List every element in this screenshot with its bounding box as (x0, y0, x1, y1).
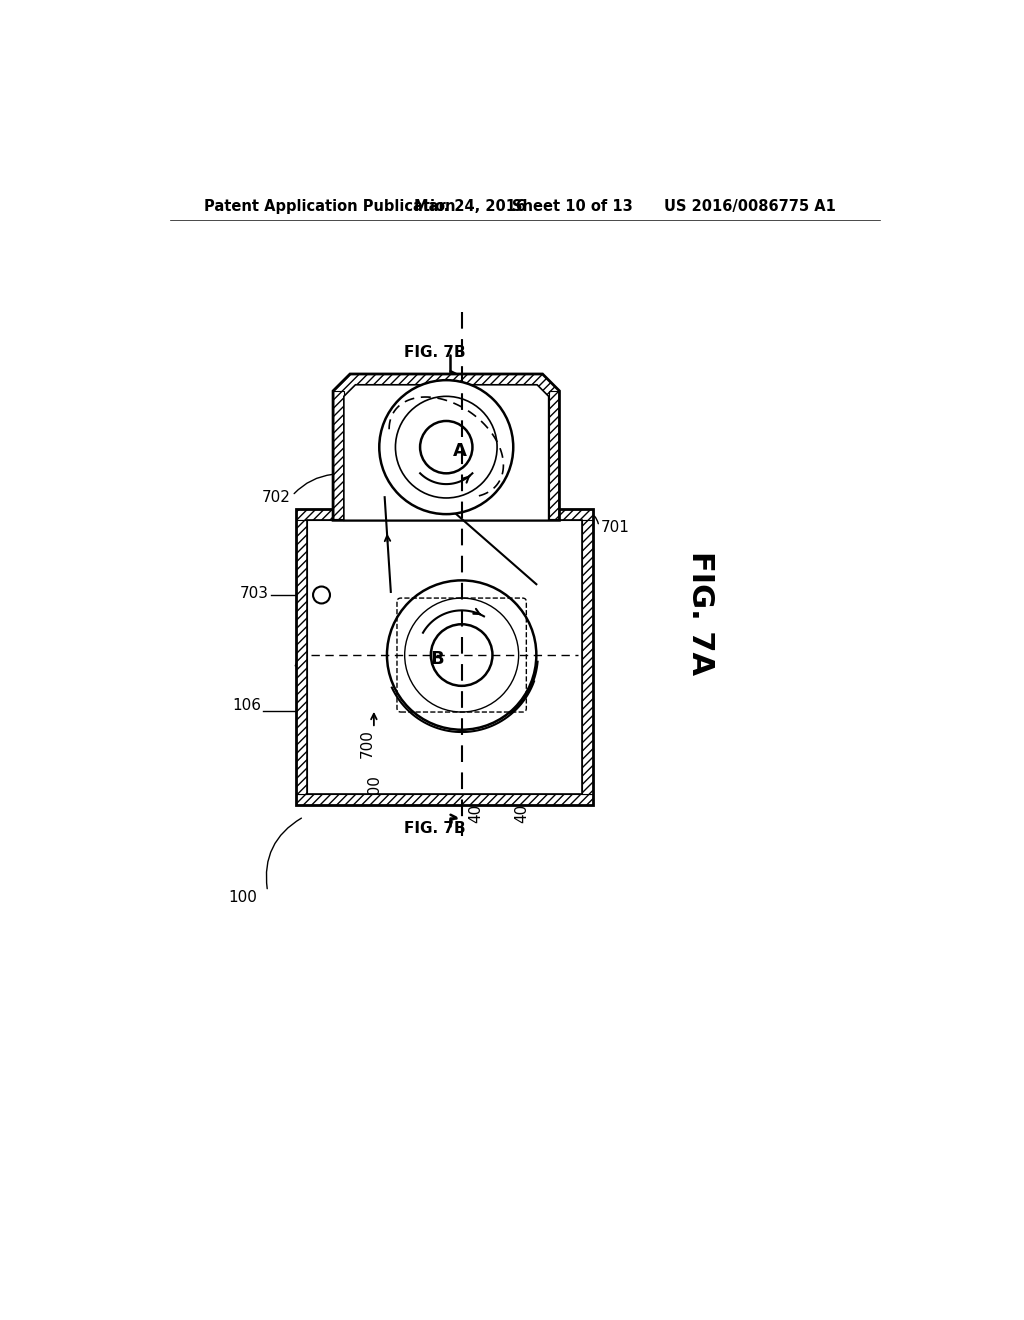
Bar (333, 391, 344, 520)
Text: US 2016/0086775 A1: US 2016/0086775 A1 (665, 198, 836, 214)
Text: 700: 700 (360, 729, 375, 758)
Circle shape (379, 380, 513, 515)
Text: 400: 400 (368, 775, 383, 804)
Bar (307, 520, 582, 795)
Text: 100: 100 (228, 890, 258, 906)
Text: Patent Application Publication: Patent Application Publication (204, 198, 456, 214)
Bar (582, 520, 593, 795)
Text: 401: 401 (468, 795, 483, 824)
Text: 702: 702 (262, 490, 291, 504)
Polygon shape (333, 374, 559, 396)
Bar (296, 508, 593, 805)
Bar (549, 391, 559, 520)
Text: Mar. 24, 2016: Mar. 24, 2016 (414, 198, 526, 214)
Text: FIG. 7B: FIG. 7B (403, 821, 466, 836)
Circle shape (420, 421, 472, 474)
Polygon shape (344, 385, 549, 520)
Text: FIG. 7B: FIG. 7B (403, 345, 466, 360)
Text: 106: 106 (232, 697, 261, 713)
Text: 402: 402 (514, 795, 529, 824)
Bar (296, 795, 593, 805)
Text: A: A (453, 442, 466, 459)
Circle shape (313, 586, 330, 603)
Text: B: B (431, 649, 444, 668)
Circle shape (431, 624, 493, 686)
Text: Sheet 10 of 13: Sheet 10 of 13 (512, 198, 633, 214)
Text: 703: 703 (241, 586, 269, 601)
Bar (296, 508, 593, 520)
Bar (296, 520, 307, 795)
Polygon shape (333, 374, 559, 520)
Circle shape (387, 581, 537, 730)
Text: 701: 701 (600, 520, 629, 536)
Bar (307, 520, 582, 795)
Text: FIG. 7A: FIG. 7A (686, 550, 715, 675)
